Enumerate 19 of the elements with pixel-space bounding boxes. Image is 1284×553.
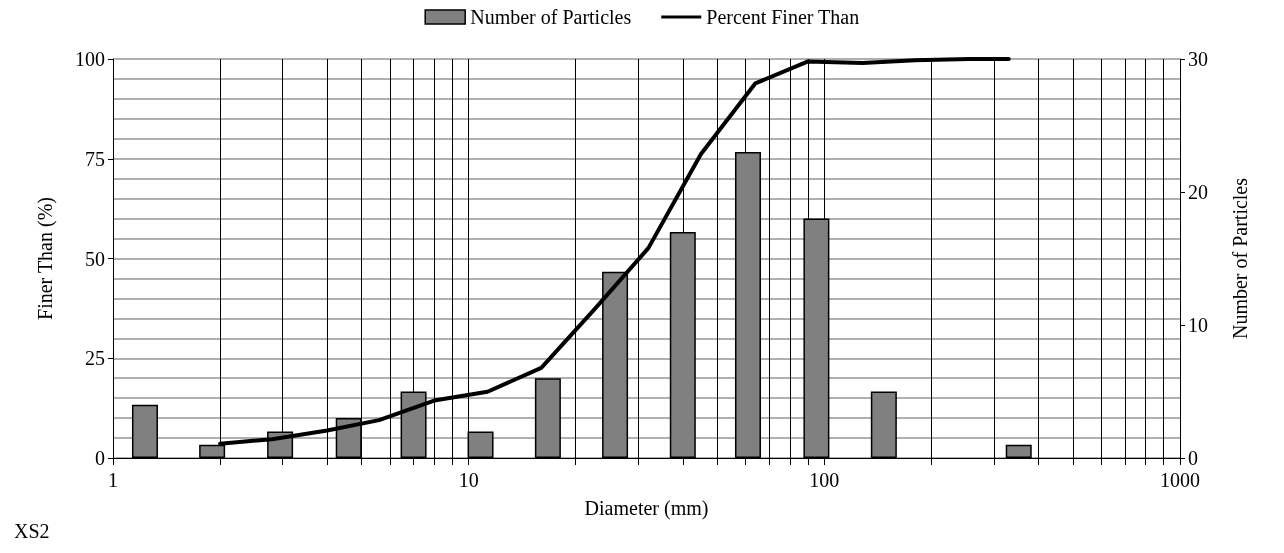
y2-axis-title: Number of Particles xyxy=(1229,177,1251,340)
y2-tick-label: 10 xyxy=(1188,314,1208,336)
legend-label: Number of Particles xyxy=(470,6,632,28)
x-tick-label: 1 xyxy=(108,469,118,491)
legend-label: Percent Finer Than xyxy=(706,6,860,28)
y-tick-label: 75 xyxy=(85,147,105,170)
text: XS2 xyxy=(14,520,50,542)
x-tick-label: 10 xyxy=(458,469,479,491)
y-tick-label: 25 xyxy=(85,347,105,370)
x-tick-label: 100 xyxy=(809,469,840,491)
y-tick-label: 0 xyxy=(95,447,105,469)
y-tick-label: 100 xyxy=(75,48,105,70)
y2-tick-label: 30 xyxy=(1188,48,1208,70)
x-tick-label: 1000 xyxy=(1160,469,1200,491)
y2-tick-label: 0 xyxy=(1188,447,1198,469)
x-axis-title: Diameter (mm) xyxy=(584,497,709,520)
y-tick-label: 50 xyxy=(85,247,105,270)
y-axis-title: Finer Than (%) xyxy=(34,197,57,320)
y2-tick-label: 20 xyxy=(1188,181,1208,203)
